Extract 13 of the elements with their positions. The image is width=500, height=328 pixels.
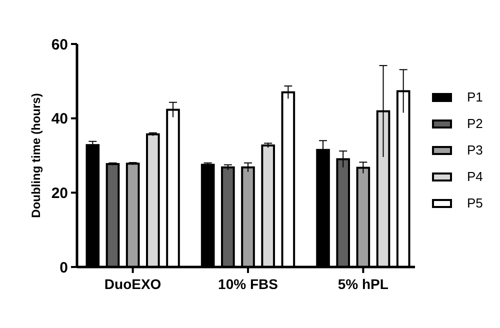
legend-label: P2 — [467, 116, 483, 132]
legend-label: P3 — [467, 142, 483, 158]
y-tick-label: 0 — [60, 259, 68, 276]
y-axis-title: Doubling time (hours) — [29, 93, 43, 218]
y-tick-label: 40 — [51, 110, 68, 128]
y-tick-label: 20 — [51, 184, 68, 202]
legend-label: P1 — [467, 90, 483, 105]
x-tick-label: 10% FBS — [218, 276, 278, 292]
x-tick-label: DuoEXO — [104, 276, 162, 292]
legend-label: P5 — [467, 196, 483, 211]
y-tick-label: 60 — [51, 36, 68, 54]
x-tick-label: 5% hPL — [338, 276, 389, 292]
legend-label: P4 — [467, 169, 483, 184]
